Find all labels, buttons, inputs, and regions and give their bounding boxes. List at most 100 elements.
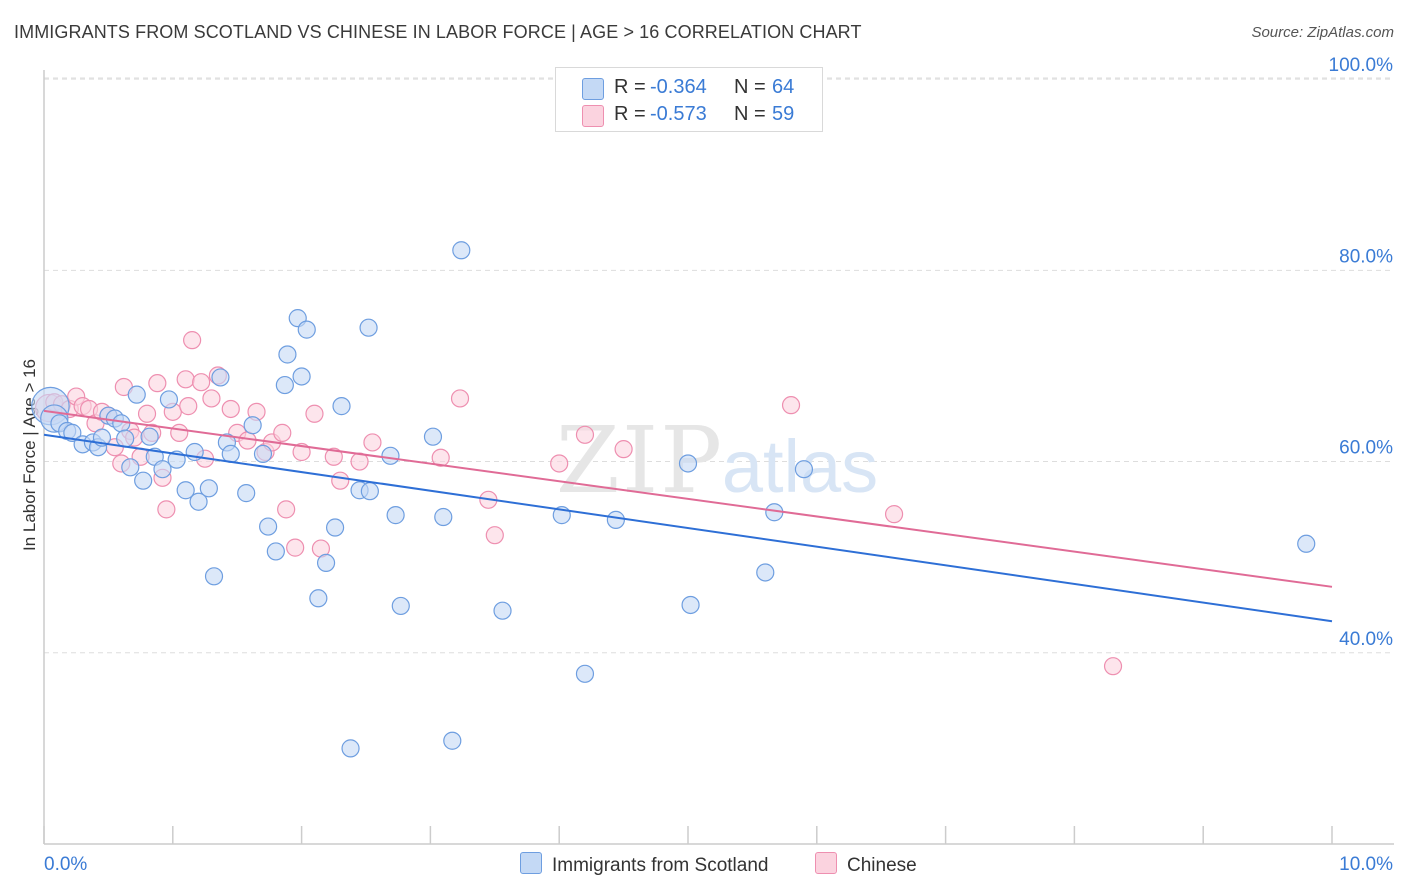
scotland-point bbox=[575, 664, 595, 683]
scotland-point bbox=[381, 446, 400, 465]
scotland-point bbox=[332, 397, 351, 416]
source-label: Source: ZipAtlas.com bbox=[1251, 24, 1394, 41]
scotland-point bbox=[359, 318, 378, 337]
chinese-legend-swatch bbox=[815, 852, 837, 874]
x-tick-label: 0.0% bbox=[44, 854, 87, 875]
chinese-point bbox=[450, 389, 470, 408]
scotland-point bbox=[211, 368, 230, 387]
chinese-point bbox=[137, 404, 157, 423]
scotland-legend-swatch bbox=[520, 852, 542, 874]
n-value: 59 bbox=[772, 103, 795, 125]
scotland-point bbox=[292, 367, 311, 386]
chinese-point bbox=[170, 423, 189, 442]
y-tick-label: 80.0% bbox=[1339, 246, 1393, 267]
scotland-point bbox=[756, 563, 775, 582]
scotland-point bbox=[386, 506, 405, 525]
chinese-point bbox=[485, 526, 504, 545]
n-label: N = bbox=[734, 76, 766, 98]
scotland-point bbox=[309, 589, 328, 608]
scotland-point bbox=[297, 320, 316, 339]
scotland-point bbox=[204, 567, 224, 586]
scotland-point bbox=[493, 601, 512, 620]
chinese-point bbox=[363, 433, 382, 452]
chinese-point bbox=[221, 399, 240, 419]
scotland-point bbox=[176, 481, 195, 500]
scotland-point bbox=[606, 510, 625, 529]
legend-label-scotland: Immigrants from Scotland bbox=[552, 855, 769, 876]
chinese-swatch bbox=[582, 105, 604, 127]
scotland-point bbox=[134, 471, 153, 490]
chinese-point bbox=[331, 471, 350, 490]
chinese-trend-line bbox=[43, 409, 1333, 588]
scotland-point bbox=[253, 444, 273, 464]
scotland-point bbox=[434, 507, 453, 527]
stats-legend: R = -0.364 N = 64 R = -0.573 N = 59 bbox=[555, 67, 823, 132]
scotland-point bbox=[153, 460, 172, 479]
scotland-point bbox=[360, 482, 379, 501]
chinese-point bbox=[277, 500, 296, 519]
scotland-point bbox=[341, 739, 360, 758]
n-value: 64 bbox=[772, 76, 795, 98]
scotland-point bbox=[243, 416, 262, 435]
scotland-point bbox=[116, 429, 135, 448]
scotland-point bbox=[189, 492, 208, 511]
chinese-point bbox=[192, 373, 211, 392]
scotland-point bbox=[678, 454, 698, 473]
chinese-point bbox=[305, 404, 324, 423]
chinese-point bbox=[324, 447, 343, 466]
scotland-point bbox=[199, 479, 218, 498]
legend-item-scotland[interactable]: Immigrants from Scotland bbox=[520, 852, 768, 876]
n-label: N = bbox=[734, 103, 766, 125]
scotland-point bbox=[63, 423, 82, 442]
watermark-zip: ZIP bbox=[556, 407, 724, 514]
chinese-point bbox=[157, 500, 176, 519]
scotland-point bbox=[121, 458, 140, 477]
chinese-point bbox=[575, 425, 595, 444]
scotland-swatch bbox=[582, 78, 604, 100]
scotland-point bbox=[794, 460, 814, 479]
scotland-point bbox=[159, 390, 179, 409]
chinese-point bbox=[202, 389, 221, 408]
scotland-point bbox=[452, 241, 471, 260]
chinese-point bbox=[614, 440, 633, 459]
chinese-point bbox=[176, 370, 195, 389]
scotland-point bbox=[681, 595, 700, 615]
r-value: -0.364 bbox=[650, 76, 707, 98]
scotland-point bbox=[275, 375, 294, 395]
chinese-point bbox=[550, 454, 569, 473]
scotland-point bbox=[423, 427, 443, 446]
scotland-point bbox=[259, 517, 278, 536]
chinese-point bbox=[1103, 657, 1123, 676]
scotland-point bbox=[1297, 534, 1316, 553]
legend-item-chinese[interactable]: Chinese bbox=[815, 852, 917, 876]
chinese-point bbox=[273, 423, 292, 442]
x-tick-label: 10.0% bbox=[1339, 854, 1393, 875]
chinese-point bbox=[431, 448, 450, 467]
chinese-point bbox=[781, 396, 801, 415]
chinese-point bbox=[148, 374, 167, 393]
watermark: ZIP atlas bbox=[556, 407, 878, 514]
scotland-point bbox=[391, 596, 410, 616]
scotland-point bbox=[278, 345, 297, 364]
scotland-point bbox=[266, 542, 285, 561]
scotland-point bbox=[140, 427, 159, 446]
chinese-point bbox=[884, 505, 904, 524]
y-tick-label: 60.0% bbox=[1339, 438, 1393, 459]
y-tick-label: 40.0% bbox=[1339, 629, 1393, 650]
scotland-point bbox=[127, 385, 146, 404]
r-value: -0.573 bbox=[650, 103, 707, 125]
y-tick-label: 100.0% bbox=[1329, 55, 1394, 76]
r-label: R = bbox=[614, 76, 646, 98]
legend-label-chinese: Chinese bbox=[847, 855, 917, 876]
chinese-point bbox=[179, 397, 198, 416]
chinese-point bbox=[286, 538, 305, 557]
chinese-point bbox=[292, 442, 311, 462]
scotland-point bbox=[237, 484, 256, 503]
scotland-point bbox=[316, 553, 336, 573]
scotland-point bbox=[221, 444, 240, 464]
scotland-trend-line bbox=[43, 433, 1333, 623]
scotland-point bbox=[325, 518, 345, 537]
scotland-point bbox=[443, 731, 462, 750]
chinese-point bbox=[183, 331, 202, 350]
